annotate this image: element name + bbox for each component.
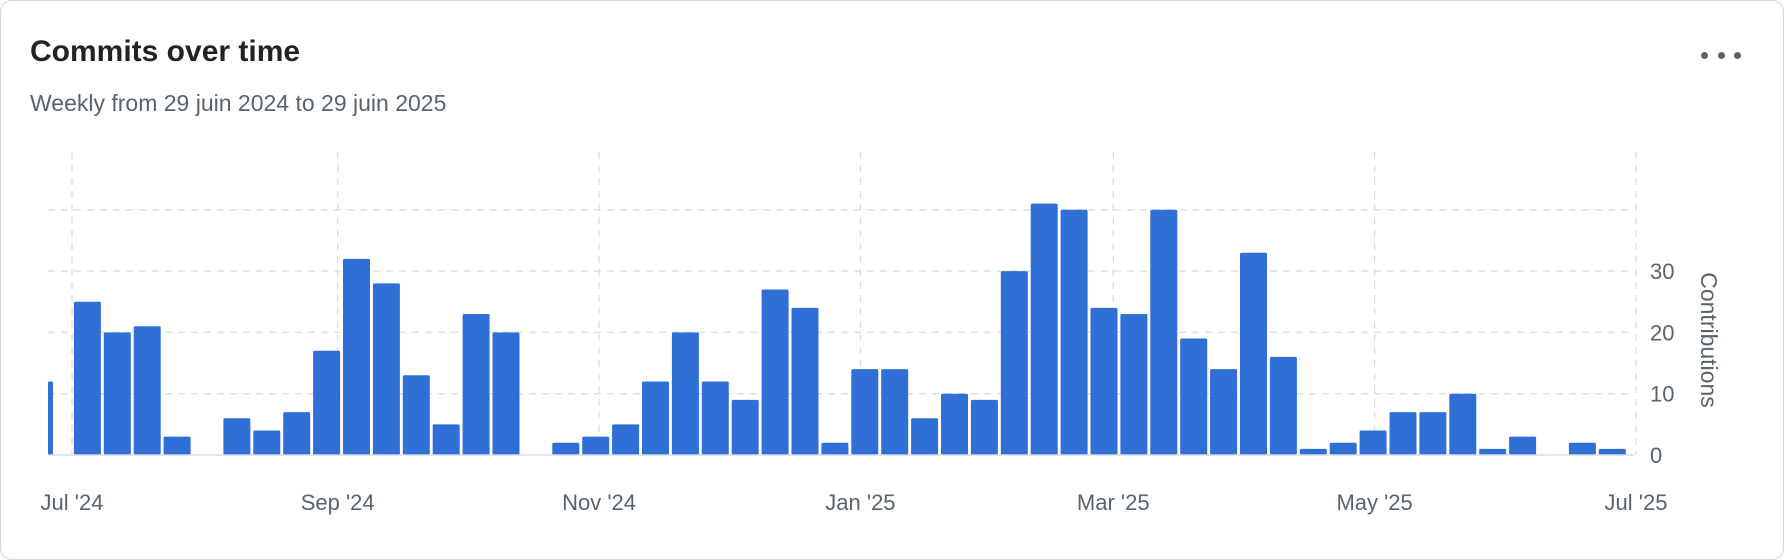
y-tick-labels: 0 10 20 30 — [1650, 259, 1674, 468]
bar-week-52[interactable] — [1568, 442, 1596, 455]
bar-week-49[interactable] — [1479, 448, 1507, 455]
chart-subtitle: Weekly from 29 juin 2024 to 29 juin 2025 — [30, 90, 447, 116]
x-tick-label: Sep '24 — [301, 490, 375, 515]
bar-week-50[interactable] — [1509, 436, 1537, 455]
bar-week-26[interactable] — [791, 307, 819, 455]
x-tick-label: May '25 — [1336, 490, 1412, 515]
chart-title: Commits over time — [30, 35, 301, 68]
bar-week-24[interactable] — [731, 399, 759, 455]
bar-week-29[interactable] — [881, 369, 909, 455]
bar-week-41[interactable] — [1240, 252, 1267, 455]
bar-week-3[interactable] — [103, 332, 131, 455]
bar-week-27[interactable] — [821, 442, 849, 455]
bar-week-20[interactable] — [612, 424, 640, 455]
bar-week-43[interactable] — [1299, 448, 1327, 455]
bar-week-19[interactable] — [582, 436, 610, 455]
bar-week-25[interactable] — [761, 289, 789, 455]
x-tick-label: Mar '25 — [1077, 490, 1150, 515]
bar-week-2[interactable] — [73, 301, 101, 455]
bar-week-21[interactable] — [642, 381, 669, 455]
bar-week-36[interactable] — [1090, 307, 1118, 455]
bar-week-8[interactable] — [253, 430, 281, 455]
bar-week-13[interactable] — [402, 375, 430, 455]
grid-lines — [48, 152, 1637, 455]
bar-week-23[interactable] — [701, 381, 729, 455]
bar-week-11[interactable] — [343, 258, 370, 455]
x-tick-label: Jan '25 — [825, 490, 895, 515]
bars — [48, 203, 1626, 455]
bar-week-48[interactable] — [1449, 393, 1477, 455]
y-axis-label: Contributions — [1696, 272, 1722, 408]
bar-week-53[interactable] — [1598, 448, 1626, 455]
bar-week-9[interactable] — [283, 412, 311, 455]
bar-week-32[interactable] — [970, 399, 998, 455]
y-tick-label: 20 — [1650, 320, 1674, 345]
bar-week-30[interactable] — [911, 418, 939, 455]
y-tick-label: 30 — [1650, 259, 1674, 284]
bar-week-34[interactable] — [1030, 203, 1058, 455]
bar-week-15[interactable] — [462, 314, 490, 455]
y-tick-label: 0 — [1650, 443, 1662, 468]
bar-week-46[interactable] — [1389, 412, 1417, 455]
bar-week-40[interactable] — [1210, 369, 1238, 455]
bar-week-31[interactable] — [941, 393, 968, 455]
bar-week-35[interactable] — [1060, 209, 1088, 455]
bar-week-16[interactable] — [492, 332, 520, 455]
bar-week-38[interactable] — [1150, 209, 1178, 455]
y-tick-label: 10 — [1650, 382, 1674, 407]
x-tick-label: Jul '24 — [41, 490, 104, 515]
bar-week-5[interactable] — [163, 436, 191, 455]
bar-week-7[interactable] — [223, 418, 251, 455]
bar-week-47[interactable] — [1419, 412, 1447, 455]
x-tick-labels: Jul '24 Sep '24 Nov '24 Jan '25 Mar '25 May '… — [41, 490, 1668, 515]
bar-week-33[interactable] — [1000, 271, 1028, 455]
bar-week-10[interactable] — [313, 350, 341, 455]
bar-week-42[interactable] — [1269, 356, 1297, 455]
bar-week-12[interactable] — [372, 283, 400, 455]
bar-week-14[interactable] — [432, 424, 460, 455]
bar-week-1[interactable] — [48, 381, 53, 455]
bar-week-44[interactable] — [1329, 442, 1357, 455]
x-tick-label: Nov '24 — [562, 490, 636, 515]
bar-week-4[interactable] — [133, 326, 161, 455]
more-options-icon[interactable] — [1701, 41, 1741, 69]
bar-week-37[interactable] — [1120, 314, 1148, 455]
bar-week-39[interactable] — [1180, 338, 1208, 455]
bar-week-18[interactable] — [552, 442, 580, 455]
bar-week-22[interactable] — [671, 332, 699, 455]
x-tick-label: Jul '25 — [1605, 490, 1668, 515]
bar-week-28[interactable] — [851, 369, 879, 455]
bar-week-45[interactable] — [1359, 430, 1387, 455]
